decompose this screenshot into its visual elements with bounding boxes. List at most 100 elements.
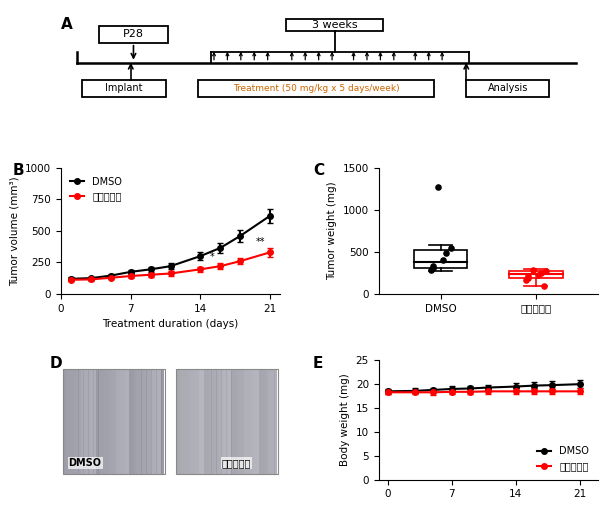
Point bbox=[433, 183, 443, 191]
Bar bbox=[88, 369, 91, 474]
Bar bbox=[63, 369, 66, 474]
Text: E: E bbox=[313, 356, 323, 371]
Bar bbox=[124, 369, 126, 474]
Bar bbox=[116, 369, 119, 474]
Bar bbox=[229, 369, 232, 474]
Text: P28: P28 bbox=[123, 29, 144, 39]
Bar bbox=[113, 369, 117, 474]
Bar bbox=[142, 369, 144, 474]
Bar bbox=[179, 369, 181, 474]
Legend: DMSO, 新規化合物: DMSO, 新規化合物 bbox=[66, 173, 126, 206]
Bar bbox=[219, 369, 221, 474]
Point bbox=[523, 272, 533, 280]
Bar bbox=[242, 369, 244, 474]
Bar bbox=[204, 369, 206, 474]
Bar bbox=[121, 369, 124, 474]
Bar bbox=[191, 369, 194, 474]
Bar bbox=[71, 369, 73, 474]
Bar bbox=[264, 369, 267, 474]
Bar bbox=[98, 369, 101, 474]
Legend: DMSO, 新規化合物: DMSO, 新規化合物 bbox=[533, 442, 593, 475]
Point bbox=[536, 269, 546, 277]
Point bbox=[441, 248, 451, 257]
Bar bbox=[134, 369, 137, 474]
Bar bbox=[149, 369, 152, 474]
Bar bbox=[287, 19, 383, 31]
Bar bbox=[154, 369, 157, 474]
Point bbox=[521, 276, 531, 284]
Bar bbox=[267, 369, 270, 474]
Bar bbox=[96, 369, 99, 474]
Bar bbox=[193, 369, 196, 474]
Point bbox=[426, 266, 436, 274]
Text: *: * bbox=[210, 252, 215, 263]
Bar bbox=[73, 369, 76, 474]
Y-axis label: Tumor weight (mg): Tumor weight (mg) bbox=[327, 181, 337, 280]
Text: Treatment (50 mg/kg x 5 days/week): Treatment (50 mg/kg x 5 days/week) bbox=[232, 84, 400, 93]
Bar bbox=[226, 369, 229, 474]
Bar bbox=[224, 369, 227, 474]
Bar bbox=[231, 369, 234, 474]
Bar bbox=[249, 369, 252, 474]
Bar bbox=[198, 80, 434, 97]
Y-axis label: Tumor volume (mm³): Tumor volume (mm³) bbox=[10, 176, 20, 286]
Bar bbox=[104, 369, 106, 474]
Bar bbox=[274, 369, 277, 474]
Bar bbox=[139, 369, 142, 474]
Point bbox=[428, 262, 437, 270]
Bar bbox=[234, 369, 237, 474]
Bar bbox=[509, 271, 562, 278]
Bar bbox=[136, 369, 139, 474]
Text: Implant: Implant bbox=[106, 83, 143, 93]
Bar bbox=[211, 369, 214, 474]
Point bbox=[533, 271, 543, 279]
Text: A: A bbox=[61, 17, 73, 32]
Bar bbox=[214, 369, 217, 474]
Point bbox=[446, 243, 456, 251]
Bar bbox=[109, 369, 111, 474]
Bar bbox=[237, 369, 239, 474]
Bar bbox=[111, 369, 114, 474]
Bar bbox=[201, 369, 204, 474]
Bar bbox=[239, 369, 242, 474]
Text: C: C bbox=[313, 163, 324, 178]
Bar bbox=[186, 369, 189, 474]
Bar bbox=[414, 250, 467, 268]
Bar bbox=[184, 369, 186, 474]
Bar bbox=[217, 369, 219, 474]
Text: 新規化合物: 新規化合物 bbox=[221, 458, 251, 468]
Bar bbox=[257, 369, 259, 474]
Bar bbox=[262, 369, 265, 474]
Bar bbox=[156, 369, 159, 474]
Bar bbox=[63, 369, 165, 474]
Bar bbox=[82, 80, 166, 97]
Bar bbox=[188, 369, 192, 474]
Bar bbox=[86, 369, 88, 474]
Bar bbox=[118, 369, 121, 474]
Text: D: D bbox=[50, 356, 63, 371]
Bar bbox=[272, 369, 274, 474]
Bar bbox=[91, 369, 94, 474]
Bar bbox=[176, 369, 179, 474]
Point bbox=[438, 256, 448, 264]
Bar bbox=[144, 369, 146, 474]
Bar bbox=[99, 26, 168, 43]
Bar bbox=[466, 80, 550, 97]
Bar bbox=[84, 369, 86, 474]
Text: Analysis: Analysis bbox=[488, 83, 528, 93]
Bar bbox=[251, 369, 254, 474]
Bar bbox=[106, 369, 109, 474]
Point bbox=[539, 281, 549, 289]
Bar bbox=[101, 369, 104, 474]
Bar bbox=[93, 369, 96, 474]
Bar bbox=[81, 369, 84, 474]
Bar bbox=[244, 369, 247, 474]
Y-axis label: Body weight (mg): Body weight (mg) bbox=[340, 374, 350, 467]
Bar bbox=[259, 369, 262, 474]
Bar bbox=[76, 369, 79, 474]
Text: B: B bbox=[13, 163, 24, 178]
Point bbox=[428, 264, 437, 272]
Bar bbox=[78, 369, 81, 474]
Point bbox=[523, 274, 533, 282]
Bar bbox=[68, 369, 71, 474]
